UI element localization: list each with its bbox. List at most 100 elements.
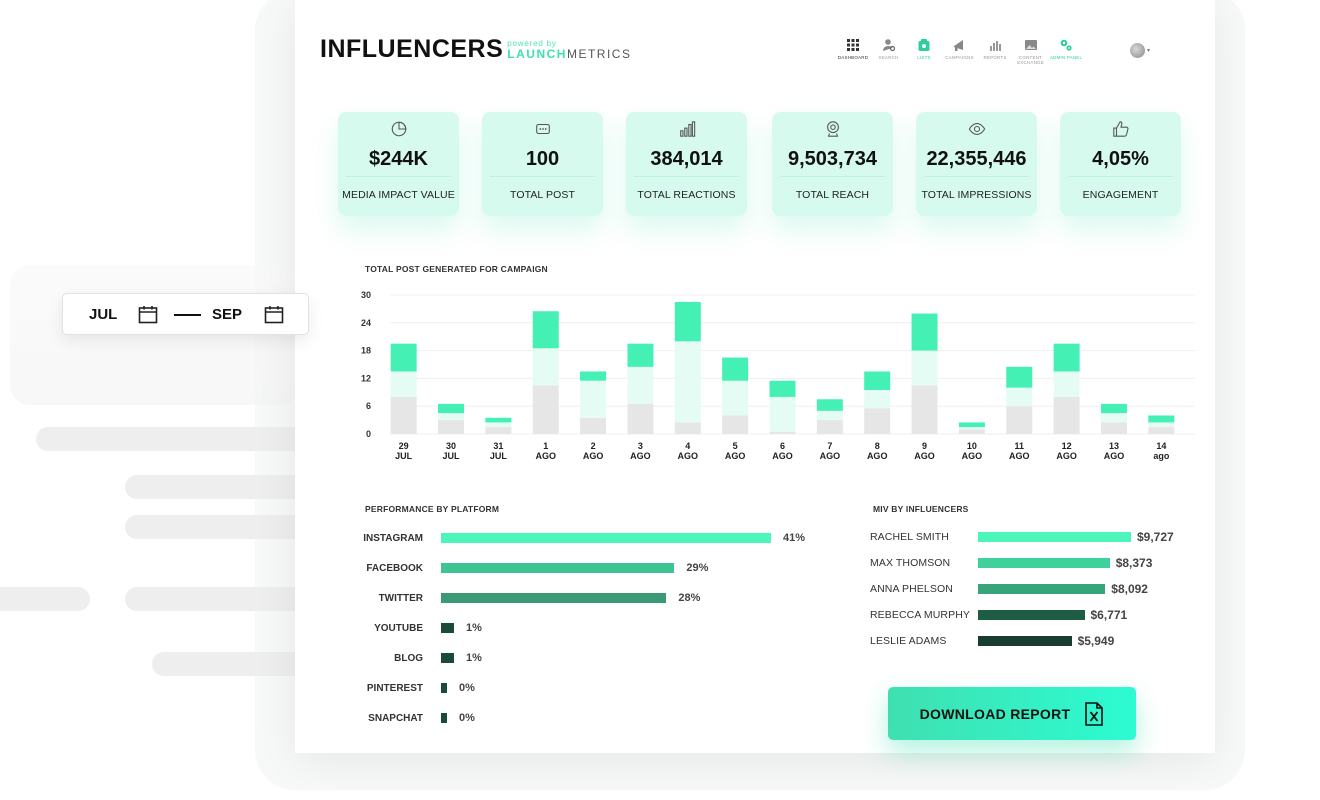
x-tick-label: AGO	[1056, 451, 1077, 461]
bar-segment	[864, 371, 891, 390]
x-tick-label: 10	[967, 441, 977, 451]
bar-segment	[1006, 406, 1033, 434]
platform-label: PINTEREST	[366, 682, 423, 694]
x-tick-label: 11	[1015, 441, 1025, 451]
brand-tagline: powered by LAUNCHMETRICS	[507, 38, 632, 61]
webcam-icon	[826, 121, 839, 137]
kpi-value: 9,503,734	[788, 148, 877, 170]
kpi-total-impressions: 22,355,446 TOTAL IMPRESSIONS	[916, 112, 1037, 216]
nav-label: CONTENT EXCHANGE	[1017, 55, 1044, 66]
bar-segment	[1006, 387, 1033, 407]
x-tick-label: AGO	[820, 451, 841, 461]
bar-segment	[1053, 396, 1080, 434]
bar-segment	[485, 422, 512, 428]
download-report-button[interactable]: DOWNLOAD REPORT	[888, 687, 1136, 740]
x-tick-label: 4	[685, 441, 690, 451]
influencer-value: $8,373	[1115, 556, 1153, 570]
influencer-row: REBECCA MURPHY $6,771	[870, 608, 1127, 622]
nav-dashboard[interactable]: DASHBOARD	[835, 38, 871, 66]
bar-segment	[627, 343, 654, 367]
eye-icon	[968, 123, 985, 135]
platform-bar	[441, 713, 447, 723]
date-to[interactable]: SEP	[212, 306, 243, 323]
influencer-bar	[978, 636, 1072, 646]
background-pill	[36, 427, 306, 451]
brand-logo[interactable]: INFLUENCERS powered by LAUNCHMETRICS	[320, 37, 631, 62]
platform-bar	[441, 533, 771, 543]
influencer-value: $6,771	[1090, 608, 1128, 622]
y-tick-label: 24	[361, 318, 371, 328]
platform-label: TWITTER	[378, 592, 423, 604]
y-tick-label: 12	[361, 373, 371, 383]
nav-admin-panel[interactable]: ADMIN PANEL	[1048, 38, 1084, 66]
platform-percent: 0%	[459, 682, 475, 694]
bar-segment	[911, 350, 938, 386]
x-tick-label: 13	[1109, 441, 1119, 451]
x-tick-label: AGO	[678, 451, 699, 461]
influencer-name: RACHEL SMITH	[870, 531, 949, 543]
grid-icon	[847, 39, 859, 51]
platform-bar	[441, 653, 454, 663]
brand-name: INFLUENCERS	[320, 35, 504, 63]
influencer-row: MAX THOMSON $8,373	[870, 556, 1152, 570]
nav-content-exchange[interactable]: CONTENT EXCHANGE	[1013, 38, 1049, 66]
platform-label: YOUTUBE	[374, 622, 423, 634]
date-from[interactable]: JUL	[89, 306, 118, 323]
platform-bar	[441, 593, 667, 603]
calendar-icon[interactable]	[264, 305, 284, 324]
influencers-title: MIV BY INFLUENCERS	[873, 504, 969, 514]
date-range-picker: JUL SEP	[62, 293, 309, 335]
x-tick-label: 12	[1062, 441, 1072, 451]
y-tick-label: 6	[366, 401, 371, 411]
chat-icon	[535, 123, 550, 135]
bar-segment	[958, 422, 985, 428]
nav-lists[interactable]: LISTS	[906, 38, 942, 66]
influencer-bar	[978, 558, 1110, 568]
x-tick-label: AGO	[1009, 451, 1030, 461]
bar-segment	[1100, 413, 1127, 423]
kpi-label: TOTAL REACTIONS	[637, 189, 736, 201]
bar-segment	[722, 380, 749, 416]
bar-segment	[674, 301, 701, 342]
x-tick-label: ago	[1153, 451, 1170, 461]
user-menu[interactable]: ▾	[1130, 43, 1150, 58]
x-tick-label: AGO	[772, 451, 793, 461]
powered-by-text: powered by	[507, 38, 557, 48]
bar-segment	[1148, 422, 1175, 428]
nav-label: DASHBOARD	[837, 55, 869, 60]
calendar-icon[interactable]	[138, 305, 158, 324]
bar-segment	[769, 380, 796, 397]
nav-reports[interactable]: REPORTS	[977, 38, 1013, 66]
list-icon	[918, 39, 930, 51]
kpi-label: MEDIA IMPACT VALUE	[342, 189, 455, 201]
partner-brand: LAUNCHMETRICS	[507, 46, 632, 61]
platform-row: SNAPCHAT 0%	[335, 712, 475, 724]
bar-segment	[1100, 422, 1127, 434]
bar-segment	[1148, 415, 1175, 423]
influencer-bar	[978, 532, 1131, 542]
nav-campaigns[interactable]: CAMPAIGNS	[942, 38, 978, 66]
influencer-value: $5,949	[1077, 634, 1115, 648]
search-user-icon	[882, 39, 895, 52]
top-nav: DASHBOARD SEARCH LISTS CAMPAIGNS REPORTS	[835, 38, 1084, 66]
x-tick-label: 7	[827, 441, 832, 451]
pie-icon	[391, 121, 406, 137]
x-tick-label: AGO	[1104, 451, 1125, 461]
influencer-value: $9,727	[1137, 530, 1174, 544]
platform-percent: 1%	[466, 622, 482, 634]
nav-label: ADMIN PANEL	[1049, 55, 1083, 60]
posts-bar-chart: 061218243029JUL30JUL31JUL1AGO2AGO3AGO4AG…	[361, 290, 1195, 461]
nav-search[interactable]: SEARCH	[871, 38, 907, 66]
x-tick-label: AGO	[725, 451, 746, 461]
x-tick-label: 9	[922, 441, 927, 451]
nav-label: REPORTS	[983, 55, 1007, 60]
megaphone-icon	[953, 40, 963, 51]
x-tick-label: 29	[399, 441, 409, 451]
bar-segment	[532, 348, 559, 386]
bar-segment	[1053, 343, 1080, 372]
platform-percent: 0%	[459, 712, 475, 724]
bar-segment	[580, 380, 607, 418]
kpi-value: 22,355,446	[926, 148, 1027, 170]
bar-segment	[722, 415, 749, 434]
platform-bar	[441, 623, 454, 633]
